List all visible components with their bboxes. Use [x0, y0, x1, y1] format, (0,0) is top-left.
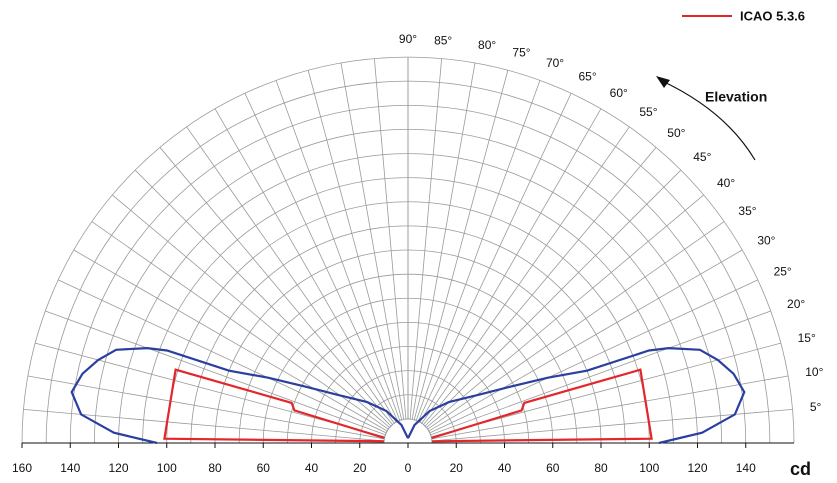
- grid-spoke: [419, 108, 602, 424]
- grid: [21, 56, 795, 444]
- series-line: [163, 368, 385, 443]
- angle-tick-label: 85°: [434, 33, 452, 47]
- grid-spoke: [411, 62, 476, 421]
- legend-label: ICAO 5.3.6: [740, 8, 805, 23]
- r-tick-label: 0: [405, 461, 412, 475]
- grid-spoke: [425, 194, 704, 429]
- grid-spoke: [57, 279, 388, 434]
- grid-spoke: [275, 80, 401, 422]
- r-tick-label: 160: [12, 461, 32, 475]
- grid-spoke: [214, 108, 397, 424]
- grid-spoke: [420, 126, 630, 425]
- grid-spoke: [430, 375, 789, 440]
- angle-tick-label: 30°: [757, 233, 775, 247]
- grid-spoke: [27, 375, 386, 440]
- grid-spoke: [413, 70, 509, 421]
- grid-spoke: [428, 279, 759, 434]
- angle-tick-label: 55°: [639, 105, 657, 119]
- r-tick-label: 120: [687, 461, 707, 475]
- series-line: [407, 346, 746, 445]
- grid-spoke: [307, 70, 403, 421]
- angle-tick-label: 25°: [774, 265, 792, 279]
- grid-spoke: [340, 62, 405, 421]
- grid-spoke: [422, 147, 657, 426]
- angle-tick-label: 75°: [512, 46, 530, 60]
- grid-spoke: [244, 92, 399, 423]
- grid-spoke: [23, 408, 385, 442]
- grid-spoke: [186, 126, 396, 425]
- angle-tick-label: 15°: [798, 331, 816, 345]
- angle-tick-label: 80°: [478, 38, 496, 52]
- grid-spoke: [159, 147, 394, 426]
- grid-spoke: [373, 58, 407, 420]
- angle-tick-label: 5°: [810, 400, 822, 414]
- r-tick-label: 140: [60, 461, 80, 475]
- grid-spoke: [417, 92, 572, 423]
- r-tick-label: 140: [736, 461, 756, 475]
- angle-tick-label: 70°: [546, 56, 564, 70]
- r-tick-label: 40: [498, 461, 512, 475]
- grid-spoke: [424, 169, 682, 427]
- grid-spoke: [415, 80, 541, 422]
- annotation: Elevation: [705, 89, 767, 105]
- r-tick-label: 20: [450, 461, 464, 475]
- grid-spoke: [427, 249, 743, 432]
- grid-spoke: [134, 169, 392, 427]
- series-line: [431, 368, 653, 443]
- angle-tick-label: 65°: [578, 70, 596, 84]
- angle-tick-label: 60°: [610, 86, 628, 100]
- angle-tick-label: 20°: [787, 297, 805, 311]
- marks: [70, 346, 746, 445]
- series-line: [70, 346, 409, 445]
- angle-tick-label: 90°: [399, 32, 417, 46]
- grid-spoke: [45, 310, 387, 436]
- r-tick-label: 100: [639, 461, 659, 475]
- r-tick-label: 60: [546, 461, 560, 475]
- r-tick-label: 60: [257, 461, 271, 475]
- r-tick-label: 120: [108, 461, 128, 475]
- arrow: [659, 79, 756, 161]
- angle-tick-label: 10°: [805, 365, 823, 379]
- r-tick-label: 80: [208, 461, 222, 475]
- grid-spoke: [73, 249, 389, 432]
- grid-spoke: [431, 408, 793, 442]
- grid-spoke: [112, 194, 391, 429]
- grid-spoke: [409, 58, 443, 420]
- r-tick-label: 80: [594, 461, 608, 475]
- angle-tick-label: 40°: [717, 176, 735, 190]
- r-tick-label: 100: [157, 461, 177, 475]
- angle-tick-label: 50°: [667, 126, 685, 140]
- grid-spoke: [429, 310, 771, 436]
- axis-label: cd: [790, 459, 811, 479]
- angle-tick-label: 35°: [738, 204, 756, 218]
- r-tick-label: 40: [305, 461, 319, 475]
- angle-tick-label: 45°: [693, 150, 711, 164]
- arrow-head: [656, 76, 670, 88]
- r-tick-label: 20: [353, 461, 367, 475]
